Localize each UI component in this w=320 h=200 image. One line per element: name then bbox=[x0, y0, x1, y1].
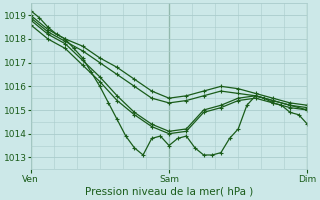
X-axis label: Pression niveau de la mer( hPa ): Pression niveau de la mer( hPa ) bbox=[85, 187, 253, 197]
